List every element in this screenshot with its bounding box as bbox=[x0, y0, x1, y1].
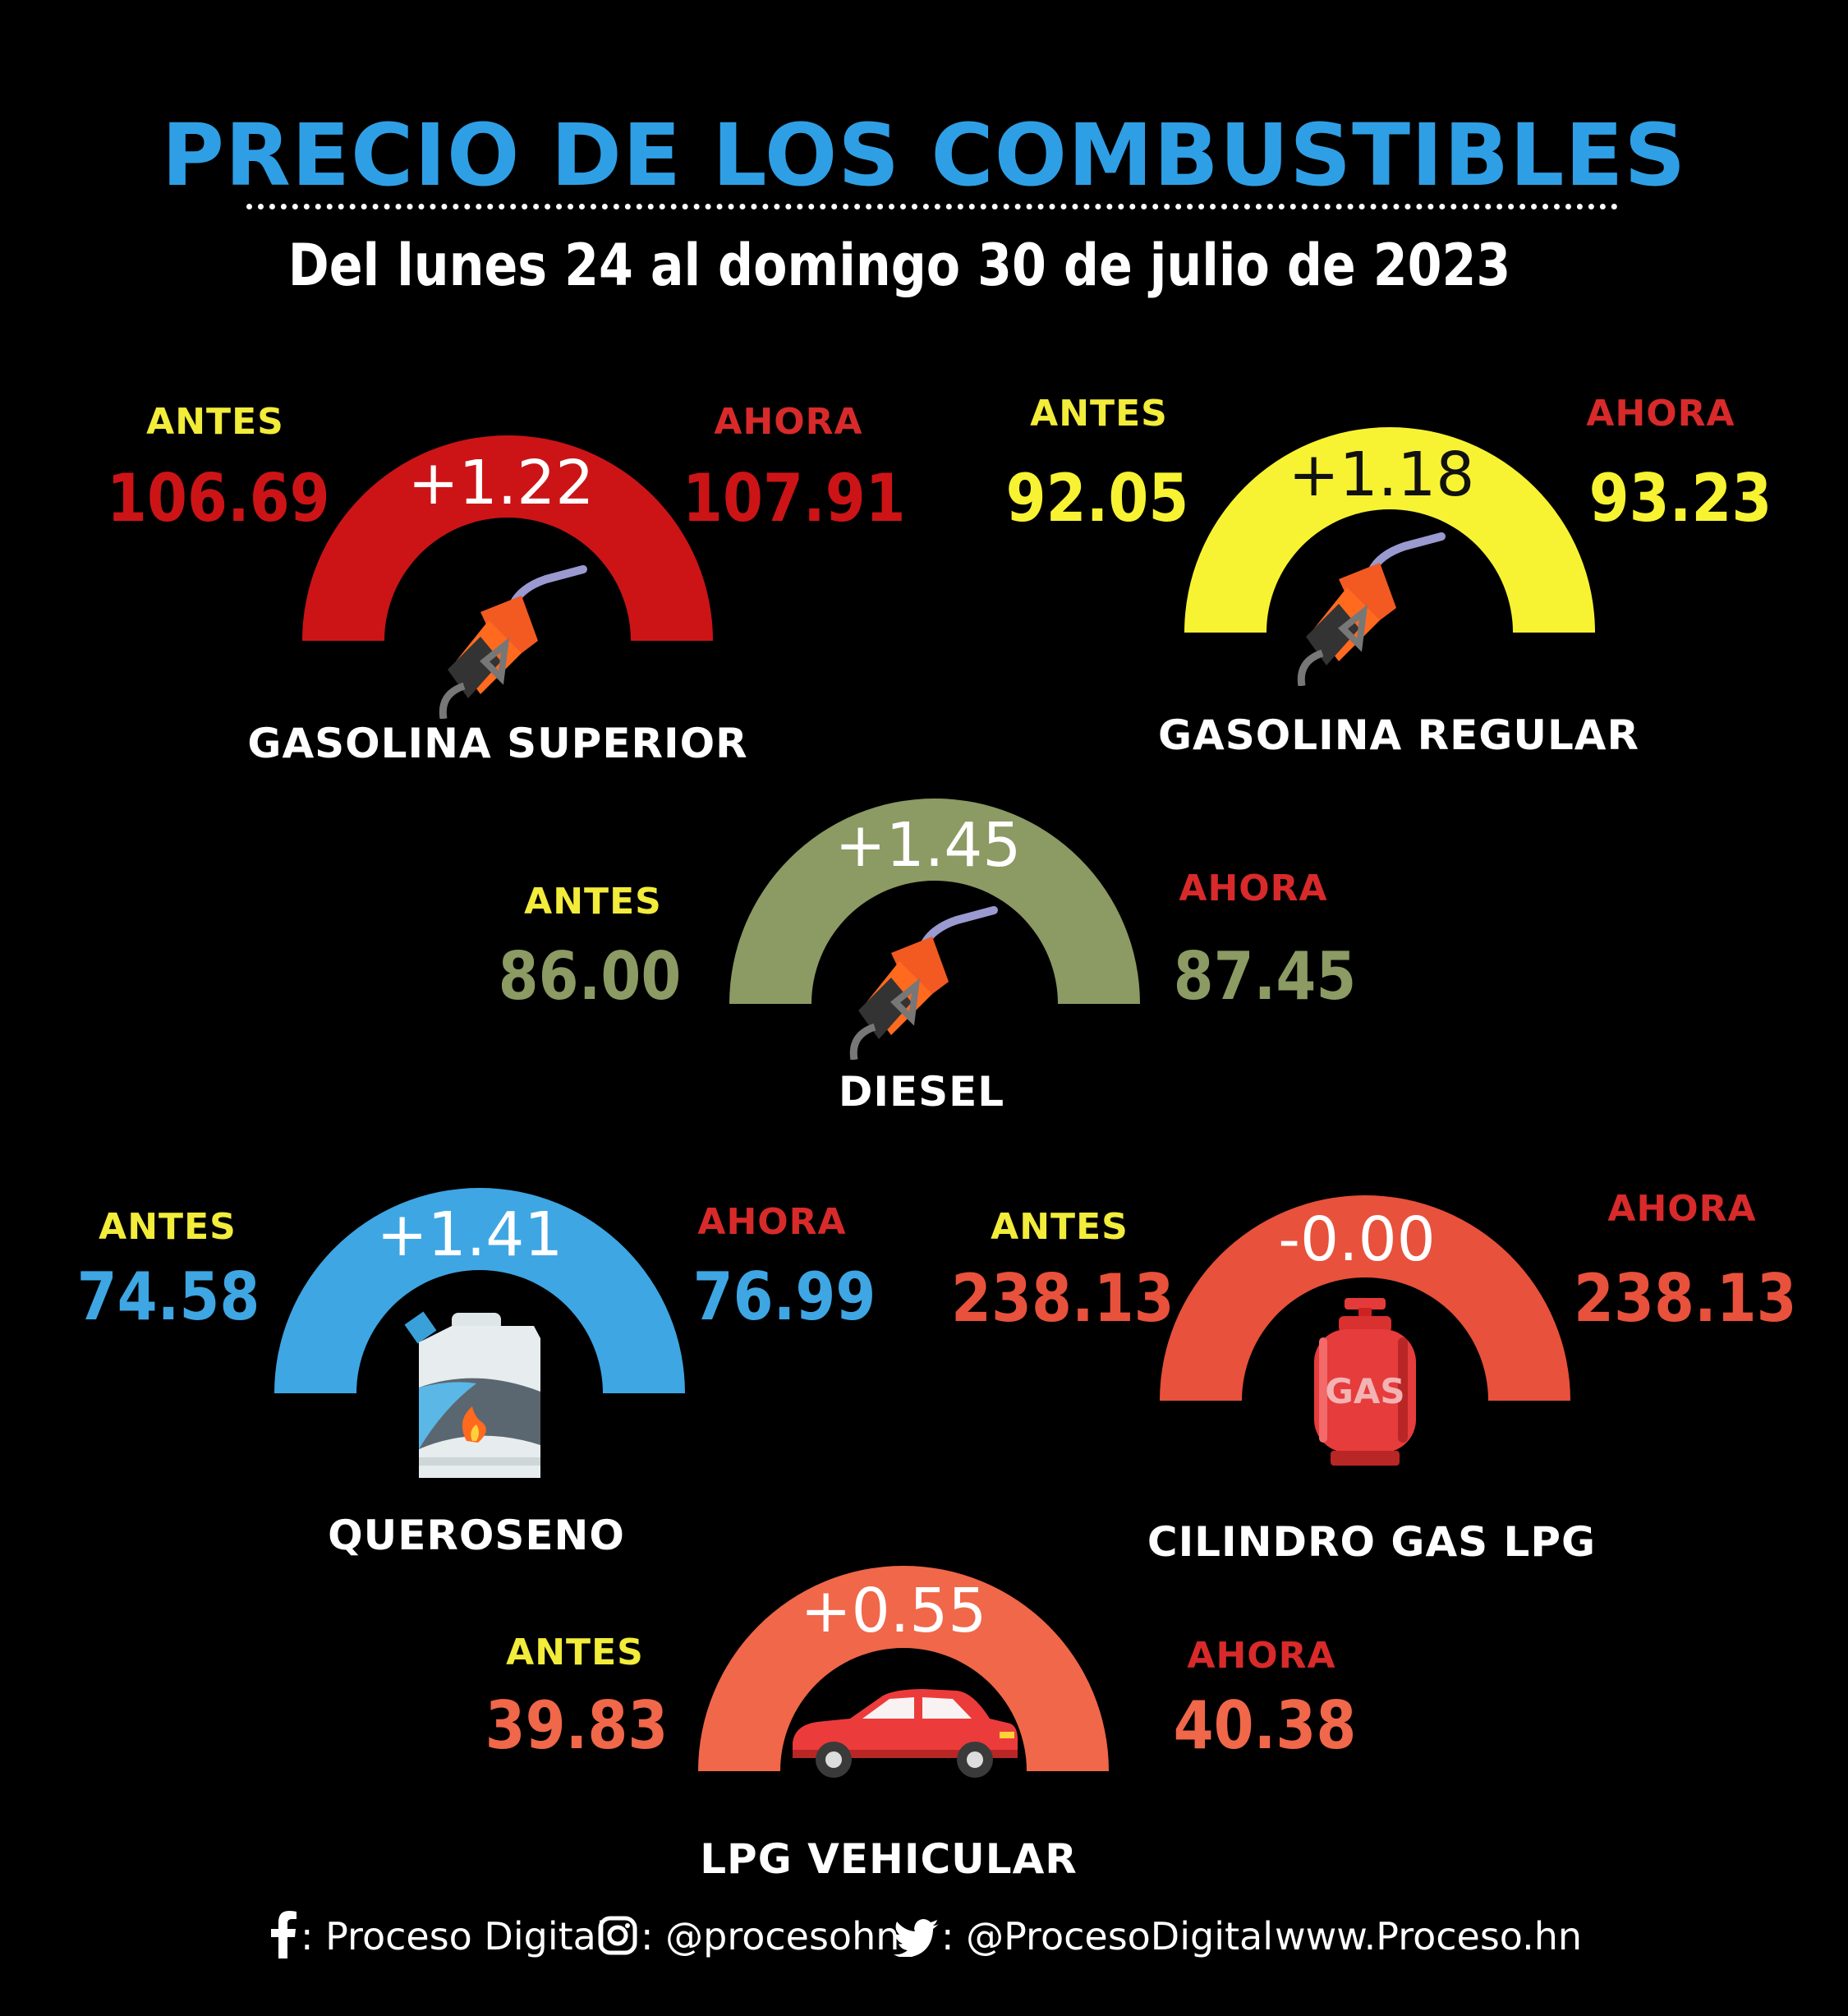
fuel-nozzle-icon bbox=[1297, 532, 1446, 686]
fuel-name: QUEROSENO bbox=[328, 1512, 625, 1559]
fuel-nozzle-icon bbox=[439, 565, 587, 719]
fuel-name: GASOLINA REGULAR bbox=[1157, 711, 1640, 759]
ahora-price: 76.99 bbox=[692, 1259, 876, 1335]
antes-price: 39.83 bbox=[485, 1687, 669, 1764]
price-change: +1.41 bbox=[376, 1199, 563, 1270]
antes-price: 238.13 bbox=[951, 1260, 1175, 1337]
instagram-handle[interactable]: : @procesohn bbox=[641, 1914, 900, 1958]
ahora-price: 40.38 bbox=[1173, 1687, 1357, 1764]
title-divider bbox=[246, 204, 1618, 209]
ahora-label: AHORA bbox=[1179, 868, 1328, 909]
social-footer: : Proceso Digital : @procesohn : @Proces… bbox=[0, 1908, 1848, 1965]
price-change: +1.18 bbox=[1288, 440, 1475, 510]
ahora-price: 87.45 bbox=[1173, 938, 1357, 1015]
fuel-name: DIESEL bbox=[838, 1068, 1005, 1116]
twitter-icon[interactable] bbox=[894, 1919, 940, 1957]
antes-price: 92.05 bbox=[1005, 460, 1189, 536]
fuel-name: LPG VEHICULAR bbox=[700, 1835, 1078, 1883]
antes-label: ANTES bbox=[991, 1206, 1129, 1248]
antes-label: ANTES bbox=[1030, 393, 1168, 435]
instagram-icon[interactable] bbox=[598, 1916, 637, 1955]
date-range-subtitle: Del lunes 24 al domingo 30 de julio de 2… bbox=[287, 232, 1511, 299]
ahora-label: AHORA bbox=[697, 1201, 847, 1243]
fuel-nozzle-icon bbox=[849, 906, 998, 1060]
ahora-price: 107.91 bbox=[683, 460, 906, 536]
ahora-label: AHORA bbox=[1586, 393, 1735, 435]
price-change: -0.00 bbox=[1278, 1204, 1436, 1275]
ahora-label: AHORA bbox=[714, 401, 863, 443]
antes-price: 74.58 bbox=[76, 1259, 260, 1335]
fuel-name: GASOLINA SUPERIOR bbox=[247, 720, 748, 767]
gas-cylinder-icon: GAS bbox=[1314, 1298, 1416, 1466]
antes-label: ANTES bbox=[99, 1206, 237, 1248]
price-change: +1.45 bbox=[834, 810, 1022, 881]
gauge-arc bbox=[302, 435, 713, 641]
gauge-arc bbox=[698, 1566, 1109, 1771]
ahora-price: 93.23 bbox=[1588, 460, 1772, 536]
gauge-arc bbox=[729, 799, 1140, 1004]
facebook-handle[interactable]: : Proceso Digital bbox=[301, 1914, 607, 1958]
price-change: +0.55 bbox=[800, 1576, 987, 1646]
antes-price: 106.69 bbox=[107, 460, 330, 536]
antes-label: ANTES bbox=[524, 881, 662, 923]
page-title: PRECIO DE LOS COMBUSTIBLES bbox=[161, 105, 1687, 205]
antes-label: ANTES bbox=[506, 1632, 644, 1673]
ahora-price: 238.13 bbox=[1574, 1260, 1797, 1337]
gauge-arc bbox=[1160, 1195, 1570, 1401]
ahora-label: AHORA bbox=[1607, 1188, 1757, 1230]
gauge-arc bbox=[274, 1188, 685, 1393]
twitter-handle[interactable]: : @ProcesoDigital bbox=[941, 1914, 1273, 1958]
ahora-label: AHORA bbox=[1187, 1635, 1336, 1677]
price-change: +1.22 bbox=[407, 448, 595, 518]
antes-price: 86.00 bbox=[498, 938, 682, 1015]
gauge-arc bbox=[1184, 427, 1595, 633]
fuel-name: CILINDRO GAS LPG bbox=[1147, 1518, 1597, 1566]
antes-label: ANTES bbox=[146, 401, 284, 443]
website-link[interactable]: www.Proceso.hn bbox=[1275, 1914, 1583, 1958]
facebook-icon[interactable] bbox=[269, 1911, 297, 1958]
gas-cylinder-label: GAS bbox=[1325, 1371, 1404, 1411]
car-icon bbox=[793, 1689, 1018, 1778]
kerosene-canister-icon bbox=[404, 1311, 540, 1478]
